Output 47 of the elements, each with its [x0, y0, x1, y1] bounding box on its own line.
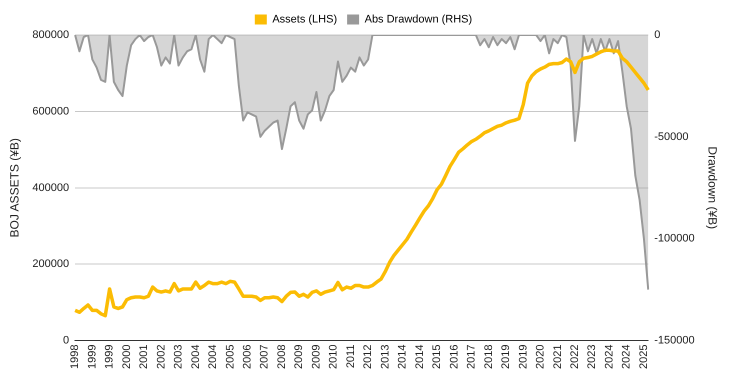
y-tick-label: 0	[62, 334, 70, 347]
y-tick-label: 600000	[32, 105, 70, 118]
x-tick-label: 2021	[552, 344, 564, 370]
y2-tick-label: -100000	[654, 232, 695, 245]
x-tick-label: 2004	[207, 344, 220, 370]
y2-axis-title: Drawdown (¥B)	[705, 146, 720, 230]
x-tick-label: 2004	[190, 344, 202, 370]
x-tick-label: 2017	[466, 344, 478, 370]
x-tick-label: 1999	[86, 344, 98, 370]
x-tick-label: 2009	[310, 344, 322, 370]
x-tick-label: 2002	[155, 344, 168, 370]
x-tick-label: 2011	[344, 344, 357, 368]
x-tick-label: 2008	[276, 344, 288, 370]
x-tick-label: 1999	[104, 344, 116, 370]
x-tick-label: 2010	[328, 344, 340, 370]
x-tick-label: 2024	[620, 344, 633, 370]
legend-label: Assets (LHS)	[272, 14, 338, 26]
x-tick-label: 2014	[414, 344, 426, 370]
x-tick-label: 2006	[242, 344, 254, 370]
legend-label: Abs Drawdown (RHS)	[364, 14, 472, 26]
y2-tick-label: -50000	[654, 130, 688, 143]
x-tick-label: 2023	[586, 344, 598, 370]
y-tick-label: 400000	[32, 182, 70, 194]
x-tick-label: 2001	[138, 344, 150, 370]
x-tick-label: 2012	[362, 344, 374, 370]
x-tick-label: 2020	[534, 344, 547, 370]
x-tick-label: 2025	[638, 344, 650, 370]
x-tick-label: 2018	[482, 344, 495, 370]
x-tick-label: 2009	[293, 344, 306, 370]
x-tick-label: 2019	[500, 344, 512, 370]
x-tick-label: 2019	[517, 344, 530, 370]
x-tick-label: 2016	[448, 344, 460, 370]
x-tick-label: 2013	[379, 344, 392, 370]
x-tick-label: 2014	[396, 344, 409, 370]
x-tick-label: 2005	[224, 344, 236, 370]
x-tick-label: 2000	[120, 344, 133, 370]
y-tick-label: 200000	[32, 258, 70, 270]
y-axis-title: BOJ ASSETS (¥B)	[8, 138, 22, 238]
x-tick-label: 2007	[258, 344, 271, 370]
y2-tick-label: 0	[654, 29, 660, 42]
x-tick-label: 2024	[603, 344, 616, 370]
y2-tick-label: -150000	[654, 334, 695, 347]
y-tick-label: 800000	[32, 29, 70, 42]
x-tick-label: 2003	[172, 344, 185, 370]
x-tick-label: 1998	[69, 344, 82, 370]
x-tick-label: 2022	[569, 344, 582, 370]
x-tick-label: 2015	[431, 344, 444, 370]
